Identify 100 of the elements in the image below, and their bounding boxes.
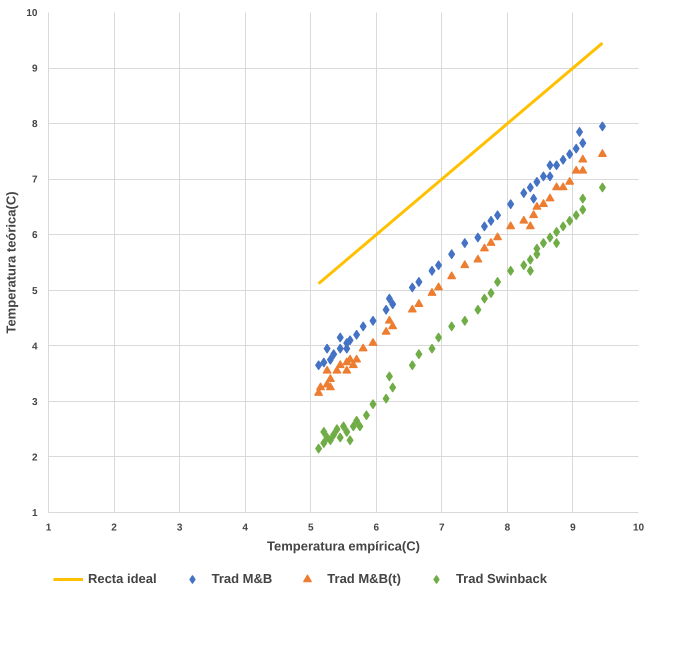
point <box>460 260 470 268</box>
point <box>526 221 535 230</box>
point <box>494 210 502 220</box>
point <box>356 421 364 432</box>
point <box>320 438 328 448</box>
point <box>461 316 468 326</box>
point <box>389 299 396 310</box>
point <box>579 138 586 148</box>
point <box>598 149 607 157</box>
point <box>330 430 338 440</box>
point <box>358 343 368 352</box>
point <box>346 435 354 446</box>
point <box>480 221 488 232</box>
point <box>386 294 393 304</box>
point <box>578 154 588 163</box>
point <box>480 294 488 304</box>
point <box>326 382 335 390</box>
y-tick-label: 6 <box>32 230 38 242</box>
point <box>350 421 357 432</box>
y-tick-label: 5 <box>32 286 38 297</box>
x-tick-label: 5 <box>308 522 314 534</box>
point <box>336 360 345 368</box>
x-tick-label: 6 <box>373 522 380 534</box>
point <box>493 232 502 240</box>
point <box>362 410 370 420</box>
x-tick-label: 3 <box>176 522 183 534</box>
point <box>520 188 528 198</box>
point <box>579 204 586 215</box>
point <box>540 171 547 182</box>
x-tick-label: 1 <box>46 522 52 534</box>
point <box>435 260 442 270</box>
point <box>558 182 568 190</box>
point <box>474 304 482 315</box>
point <box>353 416 360 426</box>
y-axis-title: Temperatura teórica(C) <box>3 191 18 334</box>
point <box>507 266 514 276</box>
point <box>530 194 538 204</box>
point <box>560 154 567 165</box>
point <box>526 254 534 265</box>
point <box>382 394 390 404</box>
x-tick-label: 4 <box>242 522 248 534</box>
y-tick-label: 2 <box>32 452 38 464</box>
legend-label: Trad Swinback <box>456 571 548 586</box>
point <box>316 382 326 390</box>
point <box>324 344 331 354</box>
point <box>322 366 332 374</box>
point <box>566 149 574 160</box>
point <box>480 243 489 252</box>
point <box>408 304 417 313</box>
point <box>415 276 422 287</box>
point <box>408 360 416 370</box>
legend-label: Trad M&B <box>212 571 272 586</box>
point <box>346 335 354 346</box>
point <box>389 382 396 392</box>
point <box>546 232 554 242</box>
point <box>519 216 528 224</box>
point <box>520 260 528 270</box>
point <box>320 358 328 368</box>
point <box>342 366 352 374</box>
point <box>382 304 390 315</box>
x-tick-label: 7 <box>439 522 446 534</box>
point <box>526 182 534 192</box>
point <box>533 176 540 187</box>
legend-label: Trad M&B(t) <box>327 571 401 586</box>
point <box>572 144 580 154</box>
point <box>566 216 574 226</box>
point <box>473 254 482 263</box>
point <box>326 374 335 382</box>
x-tick-label: 9 <box>570 522 576 534</box>
x-tick-label: 10 <box>632 522 644 534</box>
y-tick-label: 8 <box>32 119 38 130</box>
point <box>598 182 606 192</box>
point <box>388 321 398 330</box>
point <box>447 271 456 280</box>
point <box>326 435 334 446</box>
point <box>572 210 580 220</box>
point <box>540 238 547 248</box>
x-tick-label: 8 <box>504 522 511 534</box>
point <box>553 226 560 237</box>
point <box>538 199 548 207</box>
point <box>415 349 422 360</box>
point <box>414 299 424 307</box>
y-tick-label: 10 <box>26 8 38 19</box>
point <box>315 444 322 454</box>
y-tick-label: 9 <box>32 64 38 75</box>
point <box>408 282 416 292</box>
point <box>386 371 393 382</box>
point <box>486 238 496 246</box>
point <box>336 344 344 354</box>
point <box>474 232 482 242</box>
point <box>343 426 350 437</box>
point <box>598 121 606 132</box>
point <box>336 332 344 342</box>
point <box>330 349 338 360</box>
point <box>326 354 334 365</box>
y-tick-label: 7 <box>32 174 38 186</box>
point <box>333 424 340 434</box>
point <box>368 338 378 346</box>
y-tick-label: 4 <box>32 341 38 352</box>
point <box>353 330 360 340</box>
